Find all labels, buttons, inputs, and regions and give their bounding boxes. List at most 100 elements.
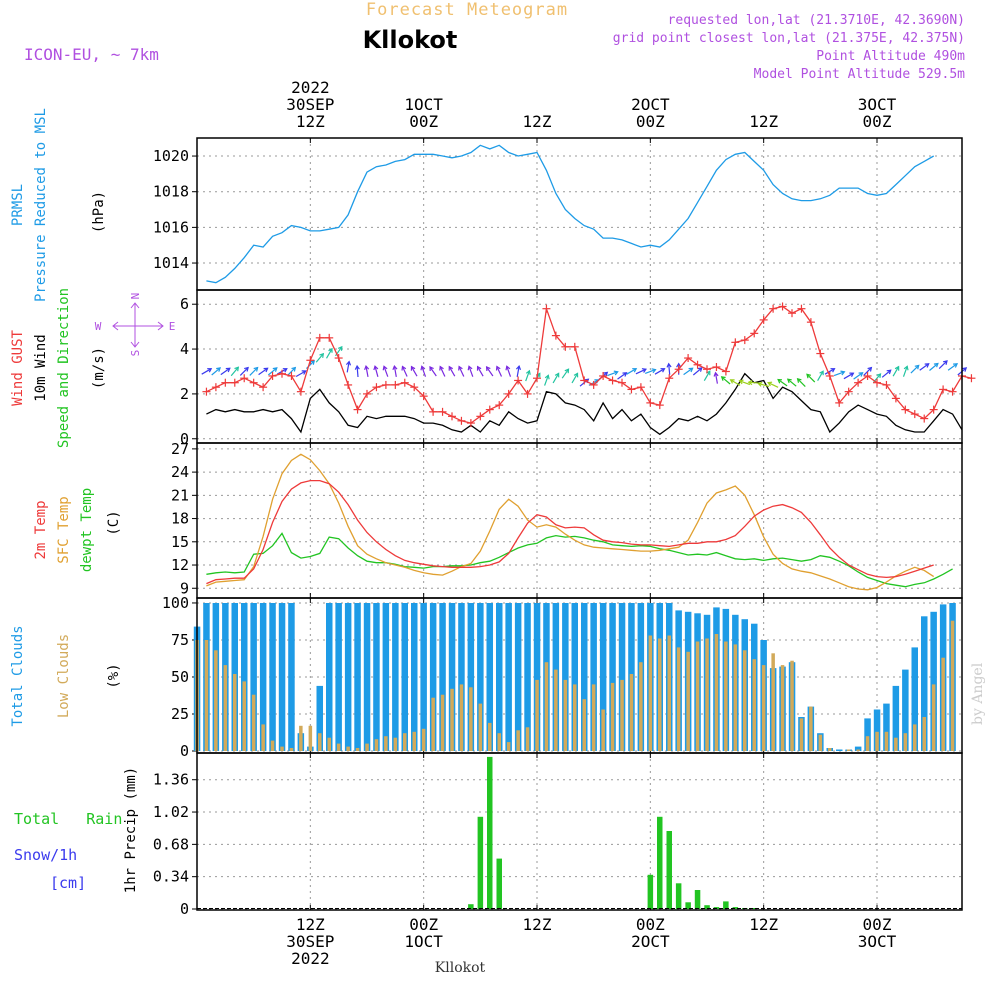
arrow-shaft [525, 370, 530, 382]
arrow-shaft [258, 367, 268, 376]
top-time-label: 2022 [291, 78, 330, 97]
gust-marker [759, 315, 768, 324]
wind-direction-arrow [617, 372, 628, 380]
y-tick-label: 9 [180, 579, 189, 597]
total-cloud-bar [581, 603, 588, 751]
arrow-shaft [714, 372, 718, 384]
total-cloud-bar [392, 603, 399, 751]
wind-compass: N S W E [95, 293, 176, 357]
wind-direction-arrow [495, 365, 503, 377]
wind-direction-arrow [467, 365, 474, 377]
arrow-head [401, 365, 407, 371]
y-tick-label: 1.36 [153, 771, 189, 789]
low-cloud-bar [856, 749, 860, 751]
total-cloud-bar [448, 603, 456, 751]
gust-marker [202, 387, 211, 396]
gust-marker [457, 416, 466, 425]
low-cloud-bar [743, 650, 747, 751]
arrow-head [894, 365, 900, 371]
low-cloud-bar [412, 731, 416, 751]
y-tick-label: 15 [171, 533, 189, 551]
total-cloud-bar [411, 603, 418, 751]
rain-bar [694, 890, 701, 909]
gust-marker [646, 398, 655, 407]
gust-marker [391, 380, 400, 389]
gust-marker [693, 360, 702, 369]
rain-bar [704, 905, 710, 909]
arrow-head [263, 367, 269, 373]
arrow-head [876, 373, 882, 378]
arrow-shaft [429, 366, 437, 377]
low-cloud-bar [365, 743, 369, 751]
arrow-shaft [758, 382, 770, 387]
arrow-head [622, 372, 628, 377]
panel-precip: 0 0.34 0.68 1.02 1.36 [153, 752, 963, 918]
top-time-label: 30SEP [286, 95, 334, 114]
gust-marker [448, 412, 456, 421]
low-cloud-bar [629, 674, 634, 751]
total-cloud-bar [316, 685, 323, 751]
bottom-time-label: 1OCT [404, 932, 443, 951]
arrow-head [373, 365, 379, 371]
low-cloud-bar [318, 733, 322, 751]
top-time-label: 3OCT [858, 95, 897, 114]
rain-bar [647, 874, 654, 909]
arrow-shaft [910, 364, 920, 374]
top-time-label: 00Z [409, 112, 438, 131]
total-cloud-bar [496, 603, 503, 751]
arrow-head [345, 360, 352, 366]
arrow-shaft [201, 368, 212, 375]
gust-marker [882, 380, 891, 389]
gust-marker [608, 376, 617, 385]
panel-pressure: 1014 1016 1018 1020 [153, 137, 963, 291]
total-cloud-bar [892, 685, 900, 751]
arrow-shaft [626, 368, 637, 375]
y-tick-label: 18 [171, 510, 189, 528]
gust-marker [429, 407, 438, 416]
arrow-head [291, 366, 297, 372]
rain-bar [685, 902, 691, 909]
gust-marker [542, 304, 551, 313]
arrow-shaft [315, 353, 324, 363]
arrow-shaft [506, 366, 512, 377]
gust-marker [636, 383, 645, 392]
arrow-head [354, 364, 360, 370]
gust-marker [703, 365, 711, 374]
wind-direction-arrow [401, 365, 408, 377]
wind-direction-arrow [544, 374, 550, 386]
total-cloud-bar [571, 603, 578, 751]
arrow-shaft [552, 373, 560, 384]
arrow-shaft [833, 371, 845, 377]
low-cloud-bar [393, 737, 398, 751]
wind-direction-arrow [863, 366, 873, 376]
low-cloud-bar [610, 682, 615, 751]
gust-marker [259, 383, 268, 392]
arrow-shaft [683, 367, 693, 376]
arrow-shaft [881, 369, 892, 378]
low-cloud-bar [488, 722, 492, 751]
low-cloud-bar [686, 651, 690, 751]
total-cloud-bar [477, 603, 484, 751]
low-cloud-bar [733, 644, 738, 751]
arrow-head [849, 372, 855, 377]
y-tick-label: 0 [180, 900, 189, 918]
y-tick-label: 75 [171, 631, 189, 649]
low-cloud-bar [667, 635, 671, 751]
total-cloud-bar [590, 603, 597, 751]
total-cloud-bar [533, 603, 541, 751]
arrow-shaft [635, 368, 647, 375]
arrow-head [903, 365, 909, 371]
wind-direction-arrow [515, 364, 522, 378]
gust-marker [665, 374, 674, 383]
arrow-head [525, 369, 531, 375]
wind-direction-arrow [853, 372, 864, 380]
arrow-shaft [644, 369, 656, 374]
gust-marker [967, 374, 976, 383]
top-time-label: 12Z [523, 112, 552, 131]
rain-bar [496, 858, 502, 909]
arrow-head [914, 364, 920, 370]
arrow-head [806, 373, 812, 379]
arrow-shaft [561, 368, 569, 379]
gust-marker [514, 376, 523, 385]
footer-location: Kllokot [435, 960, 486, 976]
